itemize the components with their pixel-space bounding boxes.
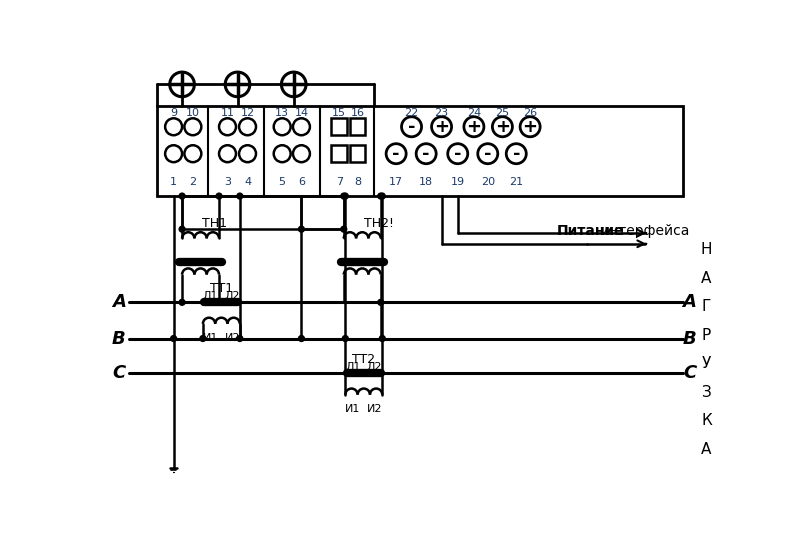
- Text: 8: 8: [354, 177, 362, 187]
- Text: -: -: [408, 118, 415, 136]
- Text: +: +: [434, 118, 449, 136]
- Text: 17: 17: [389, 177, 403, 187]
- Circle shape: [379, 193, 386, 199]
- Text: И2: И2: [224, 333, 240, 343]
- Text: 2: 2: [190, 177, 197, 187]
- Text: -: -: [392, 145, 400, 163]
- Text: 13: 13: [275, 108, 289, 118]
- Circle shape: [361, 370, 366, 376]
- Circle shape: [342, 193, 348, 199]
- Text: 16: 16: [350, 108, 365, 118]
- Text: B: B: [682, 330, 696, 348]
- Text: 20: 20: [481, 177, 495, 187]
- Text: 6: 6: [298, 177, 305, 187]
- Text: Л2: Л2: [224, 291, 240, 301]
- Circle shape: [378, 299, 384, 305]
- Text: Н: Н: [701, 243, 712, 257]
- Text: Л2: Л2: [367, 362, 382, 372]
- Text: Р: Р: [702, 328, 711, 343]
- Circle shape: [179, 226, 185, 232]
- Text: И1: И1: [346, 403, 361, 414]
- Circle shape: [179, 193, 185, 199]
- Circle shape: [200, 336, 206, 342]
- Text: A: A: [682, 293, 697, 311]
- Circle shape: [379, 336, 386, 342]
- Bar: [331, 118, 347, 135]
- Text: 1: 1: [170, 177, 177, 187]
- Text: Л1: Л1: [346, 362, 361, 372]
- Text: 15: 15: [332, 108, 346, 118]
- Text: 3: 3: [224, 177, 231, 187]
- Text: Л1: Л1: [203, 291, 218, 301]
- Text: 23: 23: [434, 108, 449, 118]
- Bar: [350, 145, 366, 162]
- Circle shape: [179, 299, 185, 305]
- Text: A: A: [112, 293, 126, 311]
- Text: З: З: [702, 385, 711, 400]
- Text: -: -: [513, 145, 520, 163]
- Text: 9: 9: [170, 108, 177, 118]
- Text: А: А: [702, 442, 712, 457]
- Text: -: -: [422, 145, 430, 163]
- Circle shape: [216, 299, 222, 305]
- Text: +: +: [495, 118, 510, 136]
- Text: 26: 26: [523, 108, 537, 118]
- Text: 18: 18: [419, 177, 434, 187]
- Text: 5: 5: [278, 177, 286, 187]
- Text: интерфейса: интерфейса: [601, 224, 690, 238]
- Text: К: К: [701, 413, 712, 428]
- Circle shape: [378, 193, 384, 199]
- Bar: [158, 106, 683, 196]
- Text: 4: 4: [244, 177, 251, 187]
- Text: TT2: TT2: [352, 353, 375, 366]
- Text: C: C: [683, 364, 696, 382]
- Text: -: -: [484, 145, 491, 163]
- Circle shape: [216, 193, 222, 199]
- Circle shape: [298, 226, 304, 232]
- Circle shape: [298, 336, 304, 342]
- Text: У: У: [702, 356, 711, 371]
- Text: +: +: [522, 118, 538, 136]
- Circle shape: [202, 299, 207, 305]
- Bar: [331, 145, 347, 162]
- Text: 7: 7: [335, 177, 342, 187]
- Text: Питание: Питание: [556, 224, 624, 238]
- Text: 14: 14: [294, 108, 309, 118]
- Text: 25: 25: [495, 108, 510, 118]
- Circle shape: [237, 336, 242, 342]
- Text: TH2!: TH2!: [364, 217, 394, 230]
- Text: 10: 10: [186, 108, 200, 118]
- Text: TH1: TH1: [202, 217, 227, 230]
- Text: 19: 19: [450, 177, 465, 187]
- Circle shape: [342, 336, 348, 342]
- Circle shape: [170, 336, 177, 342]
- Text: А: А: [702, 271, 712, 286]
- Text: +: +: [466, 118, 482, 136]
- Text: 11: 11: [221, 108, 234, 118]
- Text: 24: 24: [466, 108, 481, 118]
- Text: 22: 22: [405, 108, 418, 118]
- Circle shape: [237, 193, 242, 199]
- Text: C: C: [112, 364, 126, 382]
- Text: Г: Г: [702, 299, 711, 314]
- Text: B: B: [112, 330, 126, 348]
- Circle shape: [341, 193, 346, 199]
- Text: -: -: [454, 145, 462, 163]
- Text: 12: 12: [241, 108, 254, 118]
- Text: И1: И1: [203, 333, 218, 343]
- Text: 21: 21: [509, 177, 523, 187]
- Text: И2: И2: [367, 403, 382, 414]
- Circle shape: [341, 226, 346, 232]
- Text: TT1: TT1: [210, 282, 233, 295]
- Bar: [350, 118, 366, 135]
